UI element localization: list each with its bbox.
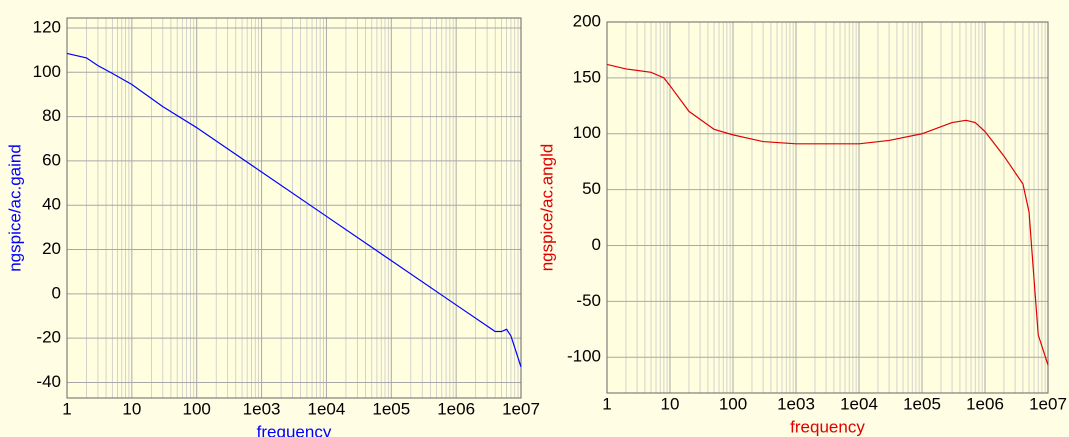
y-tick-label: -40 <box>36 372 61 391</box>
x-tick-label: 1e07 <box>1029 394 1067 413</box>
y-tick-label: 0 <box>52 283 61 302</box>
x-tick-label: 1e06 <box>966 394 1004 413</box>
plot-border <box>606 21 1049 394</box>
plot-area <box>66 17 522 399</box>
x-tick-label: 1e06 <box>437 399 475 418</box>
y-tick-label: 200 <box>573 11 601 30</box>
x-tick-label: 1e05 <box>903 394 941 413</box>
x-axis-label: frequency <box>257 422 332 437</box>
y-tick-label: 60 <box>42 150 61 169</box>
x-tick-label: 100 <box>183 399 211 418</box>
y-tick-label: 40 <box>42 195 61 214</box>
x-tick-label: 1e03 <box>777 394 815 413</box>
data-line <box>66 52 522 368</box>
y-tick-label: 0 <box>592 235 601 254</box>
y-tick-label: 50 <box>582 179 601 198</box>
x-tick-label: 1 <box>62 399 71 418</box>
x-tick-label: 10 <box>122 399 141 418</box>
x-tick-label: 1e04 <box>308 399 346 418</box>
plot-border <box>66 17 522 399</box>
data-line <box>606 63 1049 366</box>
x-tick-label: 1e04 <box>840 394 878 413</box>
y-tick-label: -100 <box>567 347 601 366</box>
y-tick-label: 150 <box>573 67 601 86</box>
x-tick-label: 1e07 <box>502 399 540 418</box>
y-tick-label: 80 <box>42 106 61 125</box>
plot-area <box>606 21 1049 394</box>
y-axis-label: ngspice/ac.angld <box>537 144 556 272</box>
x-tick-label: 1 <box>602 394 611 413</box>
x-axis-label: frequency <box>790 417 865 436</box>
x-tick-label: 100 <box>719 394 747 413</box>
y-tick-label: -20 <box>36 328 61 347</box>
y-tick-label: 20 <box>42 239 61 258</box>
y-tick-label: 120 <box>33 17 61 36</box>
y-tick-label: 100 <box>33 62 61 81</box>
x-tick-label: 1e03 <box>243 399 281 418</box>
x-tick-label: 10 <box>661 394 680 413</box>
x-tick-label: 1e05 <box>372 399 410 418</box>
y-tick-label: -50 <box>576 291 601 310</box>
y-axis-label: ngspice/ac.gaind <box>5 144 24 272</box>
y-tick-label: 100 <box>573 123 601 142</box>
